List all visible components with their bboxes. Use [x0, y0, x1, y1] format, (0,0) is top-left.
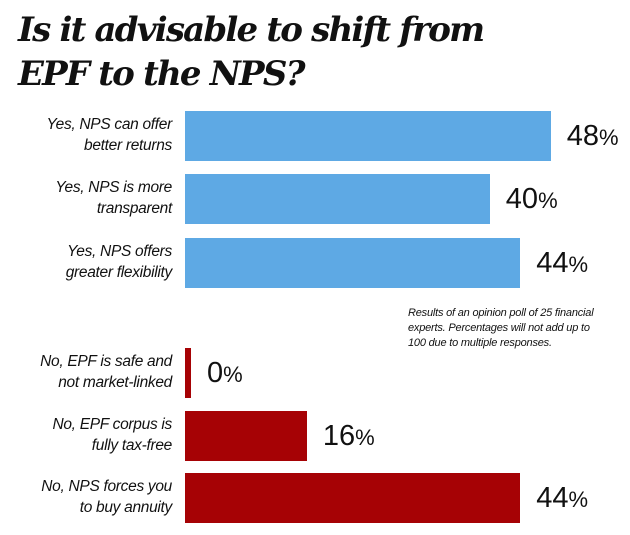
category-label-line: better returns	[84, 137, 172, 154]
category-label: Yes, NPS offers greater flexibility	[2, 241, 173, 283]
category-label-line: to buy annuity	[79, 499, 173, 516]
category-label-line: not market-linked	[58, 374, 172, 391]
percent-sign: %	[568, 487, 589, 512]
bar-row: No, EPF is safe and not market-linked 0%	[0, 348, 630, 398]
bar-row: Yes, NPS can offer better returns 48%	[0, 111, 630, 161]
bar-row: Yes, NPS is more transparent 40%	[0, 174, 630, 224]
bar-yes	[185, 111, 551, 161]
percent-sign: %	[223, 362, 243, 387]
category-label-line: greater flexibility	[65, 264, 173, 281]
value-number: 16	[322, 420, 356, 452]
category-label-line: No, EPF corpus is	[52, 416, 172, 433]
bar-row: No, EPF corpus is fully tax-free 16%	[0, 411, 630, 461]
category-label-line: Yes, NPS can offer	[46, 116, 172, 133]
value-label: 44%	[536, 248, 588, 280]
category-label: No, EPF corpus is fully tax-free	[2, 414, 172, 456]
bar-no	[185, 411, 307, 461]
value-label: 44%	[536, 483, 588, 515]
category-label-line: transparent	[96, 200, 172, 217]
bar-row: Yes, NPS offers greater flexibility 44%	[0, 238, 630, 288]
bar-no	[185, 348, 191, 398]
category-label: Yes, NPS can offer better returns	[2, 114, 172, 156]
category-label-line: No, NPS forces you	[41, 478, 172, 495]
category-label-line: Yes, NPS is more	[55, 179, 172, 196]
value-label: 0%	[207, 358, 243, 390]
percent-sign: %	[599, 125, 619, 150]
bar-yes	[185, 238, 521, 288]
category-label-line: fully tax-free	[91, 437, 173, 454]
value-label: 40%	[506, 184, 558, 216]
percent-sign: %	[568, 252, 589, 277]
percent-sign: %	[538, 188, 558, 213]
value-number: 40	[505, 183, 539, 215]
value-number: 48	[566, 120, 600, 152]
category-label: No, EPF is safe and not market-linked	[2, 351, 172, 393]
chart-title: Is it advisable to shift from EPF to the…	[18, 8, 485, 96]
title-line-2: EPF to the NPS?	[18, 54, 306, 94]
bar-row: No, NPS forces you to buy annuity 44%	[0, 473, 630, 523]
title-line-1: Is it advisable to shift from	[18, 10, 485, 50]
value-number: 44	[536, 482, 569, 514]
category-label: Yes, NPS is more transparent	[2, 177, 172, 219]
poll-note: Results of an opinion poll of 25 financi…	[408, 307, 594, 349]
value-number: 44	[536, 247, 569, 279]
category-label: No, NPS forces you to buy annuity	[2, 476, 172, 518]
value-number: 0	[207, 357, 224, 389]
category-label-line: No, EPF is safe and	[40, 353, 172, 370]
value-label: 16%	[323, 421, 375, 453]
bar-yes	[185, 174, 490, 224]
bar-no	[185, 473, 521, 523]
value-label: 48%	[567, 121, 619, 153]
percent-sign: %	[355, 425, 375, 450]
category-label-line: Yes, NPS offers	[67, 243, 172, 260]
